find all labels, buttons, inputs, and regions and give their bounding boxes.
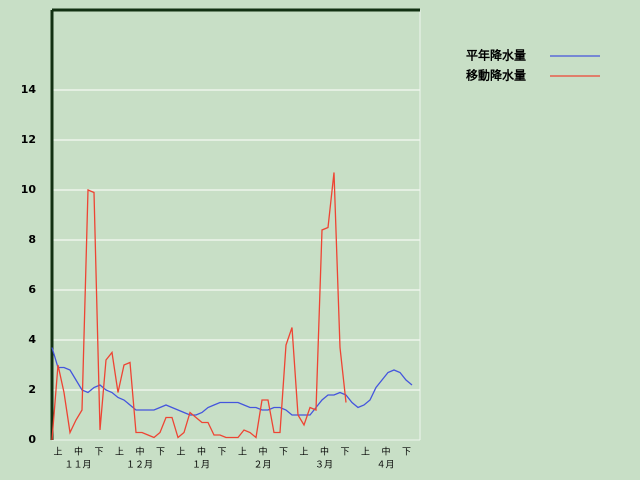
month-label: １１月: [64, 460, 91, 471]
month-label: ２月: [253, 460, 271, 471]
x-tick-label: 下: [279, 448, 288, 458]
y-tick-label: 6: [28, 283, 36, 296]
x-tick-label: 上: [299, 447, 308, 458]
y-tick-label: 14: [21, 83, 37, 96]
month-label: ３月: [315, 460, 333, 471]
x-tick-label: 上: [361, 447, 370, 458]
x-tick-label: 上: [176, 447, 185, 458]
x-tick-label: 中: [74, 446, 83, 458]
x-tick-label: 下: [217, 448, 226, 458]
x-tick-label: 下: [156, 448, 165, 458]
x-tick-label: 上: [238, 447, 247, 458]
x-tick-label: 中: [320, 446, 329, 458]
legend-label: 平年降水量: [466, 48, 526, 63]
x-tick-label: 下: [402, 448, 411, 458]
legend-label: 移動降水量: [466, 68, 526, 83]
x-tick-label: 上: [115, 447, 124, 458]
series-line: [51, 172, 347, 441]
y-tick-label: 10: [21, 183, 37, 196]
month-label: ４月: [376, 460, 394, 471]
month-label: １月: [192, 460, 210, 471]
y-tick-label: 0: [28, 433, 36, 446]
x-tick-label: 中: [135, 446, 144, 458]
y-tick-label: 12: [21, 133, 36, 146]
y-tick-label: 8: [28, 233, 36, 246]
y-tick-label: 4: [28, 333, 36, 346]
x-tick-label: 中: [381, 446, 390, 458]
y-tick-label: 2: [28, 383, 36, 396]
x-tick-label: 下: [340, 448, 349, 458]
x-tick-label: 中: [258, 446, 267, 458]
x-tick-label: 中: [197, 446, 206, 458]
x-tick-label: 上: [53, 447, 62, 458]
x-tick-label: 下: [94, 448, 103, 458]
series-line: [51, 347, 413, 416]
month-label: １２月: [126, 460, 153, 471]
